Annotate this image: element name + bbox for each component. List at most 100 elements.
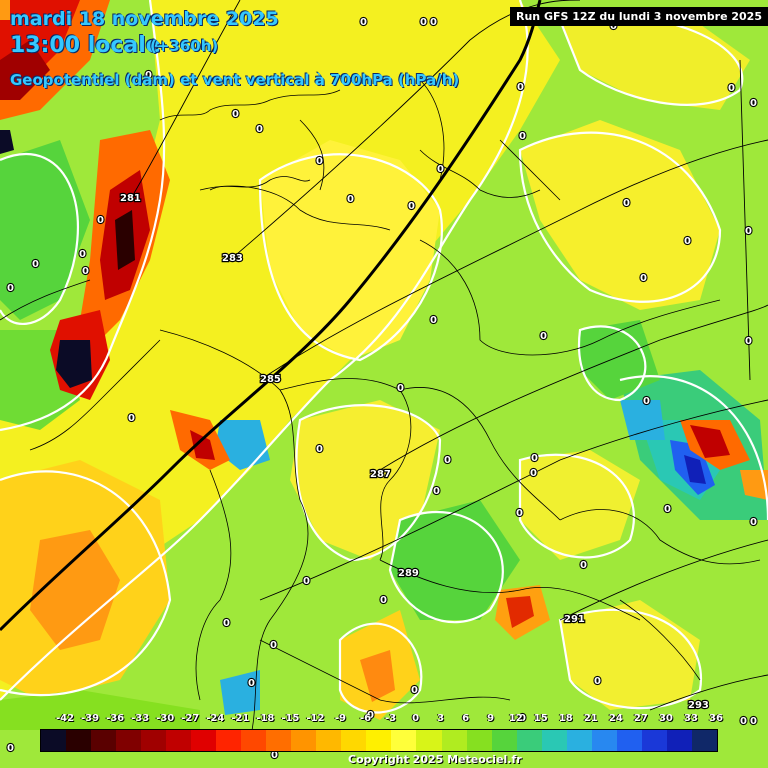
zero-label: 0 xyxy=(347,194,354,205)
zero-label: 0 xyxy=(420,17,427,28)
copyright-notice: Copyright 2025 Meteociel.fr xyxy=(348,753,522,766)
zero-label: 0 xyxy=(367,710,374,721)
zero-label: 0 xyxy=(750,716,757,727)
legend-swatch xyxy=(341,730,367,751)
legend-swatch xyxy=(366,730,392,751)
zero-label: 0 xyxy=(684,236,691,247)
zero-label: 0 xyxy=(610,21,617,32)
zero-label: 0 xyxy=(316,156,323,167)
zero-label: 0 xyxy=(540,331,547,342)
legend-tick: 18 xyxy=(558,713,573,724)
zero-label: 0 xyxy=(248,678,255,689)
zero-label: 0 xyxy=(97,215,104,226)
legend-swatch xyxy=(491,730,517,751)
legend-tick: 3 xyxy=(437,713,445,724)
legend-swatch xyxy=(91,730,117,751)
isoline-285-bold xyxy=(0,0,542,632)
forecast-time: 13:00 locale xyxy=(10,33,161,58)
zero-label: 0 xyxy=(623,198,630,209)
vertical-wind-field xyxy=(0,0,750,720)
legend-tick: 12 xyxy=(508,713,523,724)
zero-label: 0 xyxy=(430,17,437,28)
zero-label: 0 xyxy=(516,508,523,519)
legend-tick: -27 xyxy=(181,713,200,724)
legend-tick: 36 xyxy=(709,713,723,724)
zero-label: 0 xyxy=(7,743,14,754)
legend-swatch xyxy=(241,730,267,751)
zero-label: 0 xyxy=(728,83,735,94)
legend-swatch xyxy=(266,730,292,751)
legend-swatch xyxy=(391,730,417,751)
forecast-offset: (+360h) xyxy=(150,37,219,55)
legend-tick: 30 xyxy=(658,713,673,724)
legend-swatch xyxy=(116,730,142,751)
legend-tick: 9 xyxy=(487,713,495,724)
legend-tick: -15 xyxy=(281,713,300,724)
zero-label: 0 xyxy=(664,504,671,515)
legend-tick: 33 xyxy=(683,713,698,724)
legend-swatch xyxy=(316,730,342,751)
legend-tick: 24 xyxy=(608,713,623,724)
label-289: 289 xyxy=(398,568,419,579)
zero-label: 0 xyxy=(397,383,404,394)
legend-swatch xyxy=(141,730,167,751)
zero-label: 0 xyxy=(740,716,747,727)
zero-label: 0 xyxy=(517,82,524,93)
legend-tick: 21 xyxy=(583,713,598,724)
legend-tick: -3 xyxy=(384,713,397,724)
geopotential-labels: 281 283 285 287 289 291 293 xyxy=(119,192,710,712)
zero-label: 0 xyxy=(519,131,526,142)
zero-label: 0 xyxy=(530,468,537,479)
legend-tick: 27 xyxy=(633,713,648,724)
legend-swatch xyxy=(466,730,492,751)
zero-contour-labels: 0 0 0 0 0 0 0 0 0 0 0 0 0 0 0 0 0 0 0 0 0 0 0 0 0 0 0 0 0 0 0 0 0 0 0 0 0 0 0 0… xyxy=(6,14,758,762)
zero-label: 0 xyxy=(32,259,39,270)
legend-tick: -9 xyxy=(334,713,346,724)
zero-label: 0 xyxy=(643,396,650,407)
zero-label: 0 xyxy=(750,517,757,528)
zero-label: 0 xyxy=(411,685,418,696)
zero-label: 0 xyxy=(437,164,444,175)
geopotential-isolines xyxy=(0,0,768,711)
legend-swatch xyxy=(41,730,67,751)
run-info-banner: Run GFS 12Z du lundi 3 novembre 2025 xyxy=(510,7,768,26)
zero-label: 0 xyxy=(745,336,752,347)
legend-swatch xyxy=(616,730,642,751)
zero-label: 0 xyxy=(531,453,538,464)
zero-label: 0 xyxy=(360,17,367,28)
legend-swatch xyxy=(191,730,217,751)
legend-swatch xyxy=(66,730,92,751)
legend-swatch xyxy=(691,730,717,751)
legend-tick: -12 xyxy=(306,713,325,724)
zero-label: 0 xyxy=(256,124,263,135)
legend-tick: -42 xyxy=(55,713,75,724)
label-293: 293 xyxy=(688,700,709,711)
legend-tick-labels: -42 -39 -36 -33 -30 -27 -24 -21 -18 -15 -12 -9 -6 -3 0… xyxy=(40,713,723,727)
legend-tick: 0 xyxy=(412,713,420,724)
legend-swatch xyxy=(566,730,592,751)
legend-swatch xyxy=(666,730,692,751)
zero-label: 0 xyxy=(580,560,587,571)
label-281: 281 xyxy=(120,193,141,204)
zero-label: 0 xyxy=(232,109,239,120)
zero-label: 0 xyxy=(745,226,752,237)
legend-swatch xyxy=(216,730,242,751)
label-291: 291 xyxy=(564,614,585,625)
zero-label: 0 xyxy=(79,249,86,260)
legend-swatch xyxy=(641,730,667,751)
label-285: 285 xyxy=(260,374,281,385)
label-287: 287 xyxy=(370,469,391,480)
legend-tick: -33 xyxy=(131,713,150,724)
color-legend xyxy=(40,729,718,752)
zero-label: 0 xyxy=(519,713,526,724)
zero-label: 0 xyxy=(82,266,89,277)
legend-swatch xyxy=(541,730,567,751)
zero-label: 0 xyxy=(303,576,310,587)
legend-tick: -24 xyxy=(206,713,225,724)
zero-label: 0 xyxy=(128,413,135,424)
legend-swatch xyxy=(416,730,442,751)
legend-swatch xyxy=(591,730,617,751)
zero-label: 0 xyxy=(223,618,230,629)
